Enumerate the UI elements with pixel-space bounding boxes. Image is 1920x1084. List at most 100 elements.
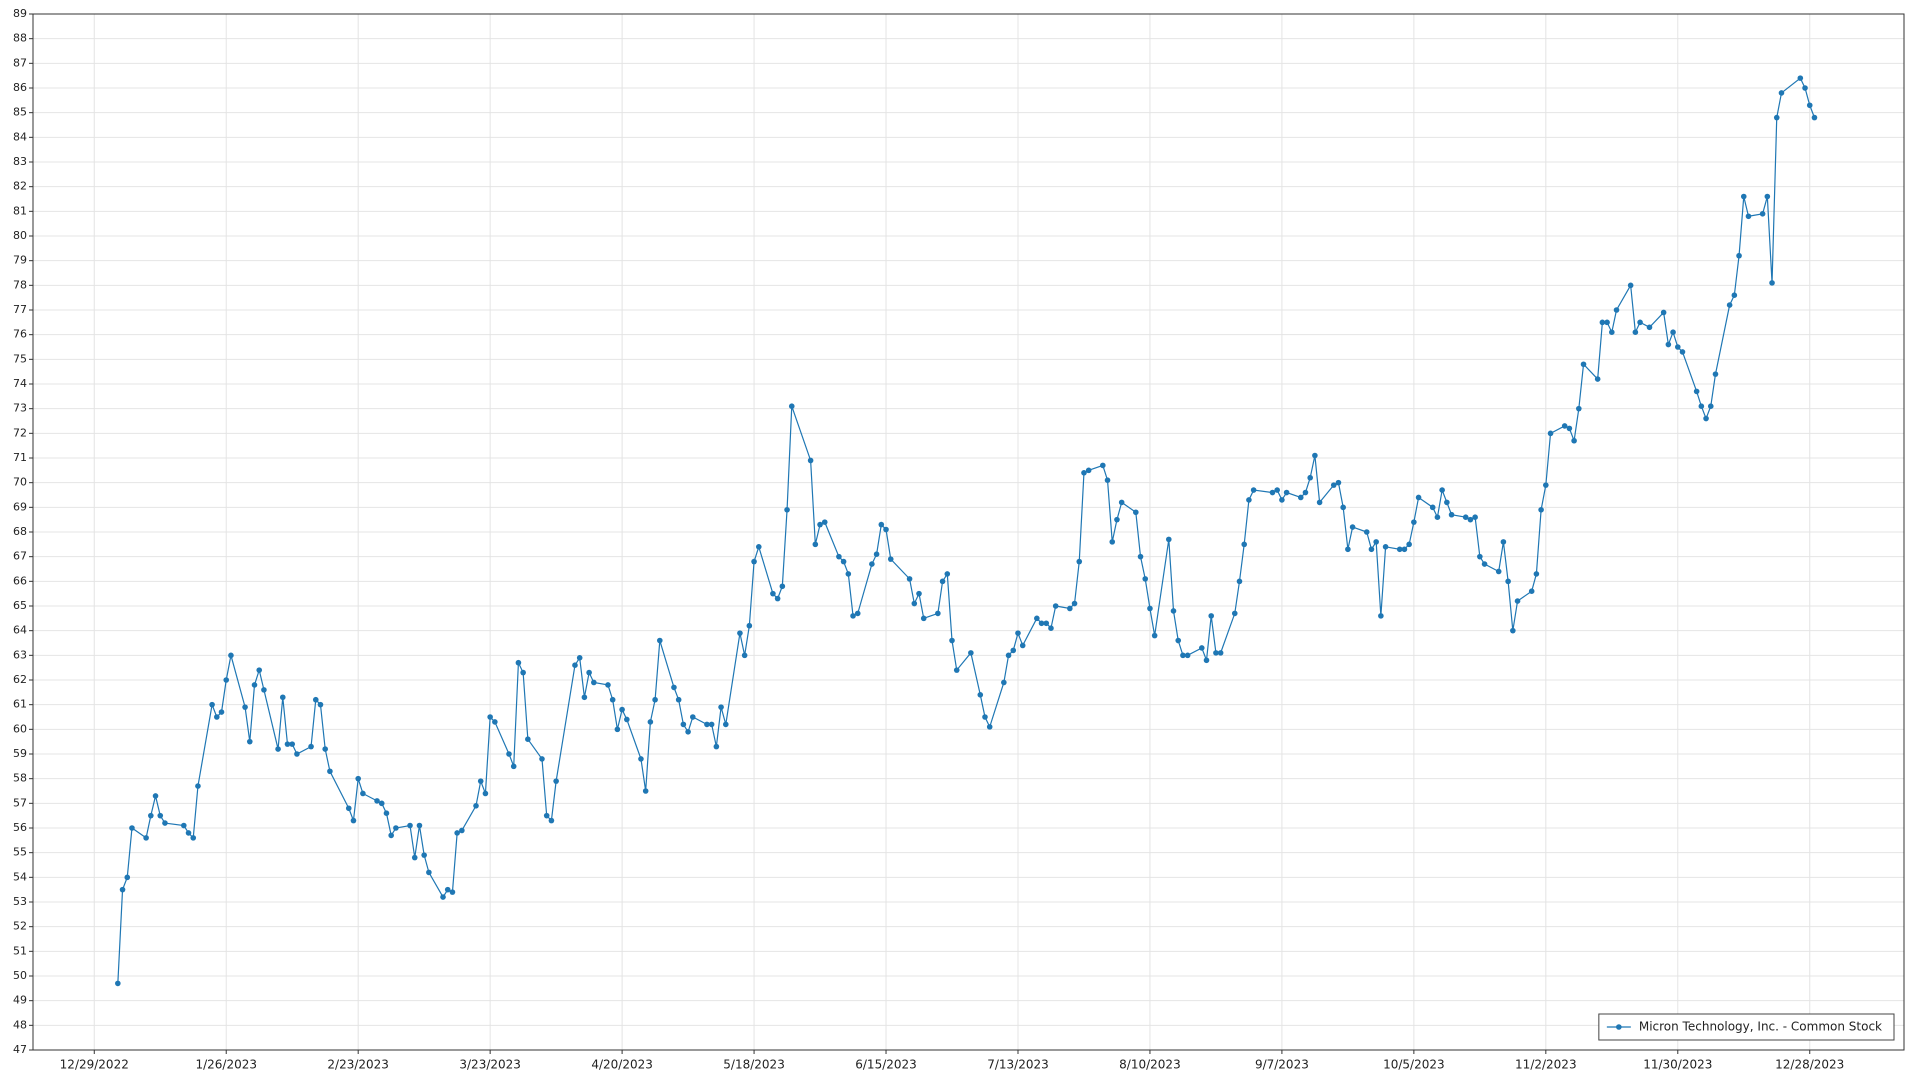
data-point [355,775,361,782]
data-point [878,521,885,528]
data-point [1627,282,1634,289]
x-tick-label: 12/28/2023 [1775,1058,1844,1072]
data-point [119,886,126,893]
data-point [279,694,286,701]
y-tick-label: 53 [13,895,27,908]
data-point [713,743,720,750]
data-point [675,696,682,703]
data-point [812,541,819,548]
y-tick-label: 87 [13,56,27,69]
data-point [883,526,889,533]
data-point [317,701,324,708]
data-point [1133,509,1139,516]
data-point [1533,571,1540,577]
data-point [242,704,248,710]
data-point [256,667,263,673]
data-point [124,874,131,881]
data-point [539,756,545,762]
data-point [1076,558,1083,565]
data-point [591,679,597,686]
data-point [1005,652,1012,659]
data-point [1505,578,1511,585]
data-point [1297,494,1304,501]
y-tick-label: 55 [13,846,27,859]
data-point [115,980,121,987]
x-tick-label: 3/23/2023 [459,1058,521,1072]
data-point [1429,504,1436,511]
data-point [1010,647,1017,654]
data-point [1335,479,1342,486]
y-tick-label: 60 [13,722,27,735]
data-point [1510,627,1516,634]
y-tick-label: 76 [13,328,27,341]
y-tick-label: 63 [13,648,27,661]
data-point [1528,588,1535,594]
data-point [1811,114,1818,121]
y-tick-label: 84 [13,130,27,143]
y-tick-label: 67 [13,550,27,563]
data-point [1241,541,1248,548]
data-point [1038,620,1045,627]
data-point [1401,546,1408,553]
data-point [1269,489,1276,496]
data-point [746,622,753,629]
data-point [1151,632,1158,639]
data-point [1472,514,1478,520]
data-point [1170,608,1177,614]
data-point [350,817,357,824]
data-point [1406,541,1412,548]
data-point [939,578,946,585]
data-point [1609,329,1615,336]
y-tick-label: 48 [13,1018,27,1031]
data-point [185,830,192,836]
y-tick-label: 66 [13,574,27,587]
data-point [680,721,687,728]
y-tick-label: 68 [13,525,27,538]
data-point [543,812,550,819]
data-point [426,869,432,876]
data-point [1561,423,1568,429]
data-point [1302,489,1309,496]
y-tick-label: 58 [13,772,27,785]
data-point [850,613,856,619]
data-point [374,798,380,804]
y-tick-label: 51 [13,944,27,957]
data-point [1632,329,1639,336]
data-point [1797,75,1804,81]
data-point [1538,507,1544,513]
data-point [553,778,559,784]
data-point [345,805,352,812]
data-point [1495,568,1502,575]
data-point [576,655,583,661]
data-point [1081,470,1087,476]
data-point [1665,341,1672,348]
y-tick-label: 89 [13,7,27,20]
legend-label: Micron Technology, Inc. - Common Stock [1639,1020,1882,1034]
data-point [1594,376,1601,382]
y-tick-label: 56 [13,821,27,834]
data-point [1462,514,1469,520]
data-point [817,521,823,528]
data-point [1250,487,1257,493]
data-point [982,714,988,720]
data-point [1759,211,1766,217]
data-point [935,610,941,617]
y-tick-label: 62 [13,673,27,686]
data-point [1613,307,1620,313]
data-point [1736,252,1742,259]
data-point [605,682,611,688]
data-point [1340,504,1346,511]
data-point [1312,452,1318,459]
y-tick-label: 82 [13,180,27,193]
data-point [1307,474,1313,481]
data-point [788,403,795,410]
data-point [407,822,413,829]
data-point [492,719,498,725]
y-tick-label: 54 [13,870,27,883]
data-point [741,652,748,659]
data-point [1180,652,1186,659]
data-point [1165,536,1172,543]
data-point [581,694,588,701]
data-point [1769,280,1775,286]
data-point [421,852,427,858]
